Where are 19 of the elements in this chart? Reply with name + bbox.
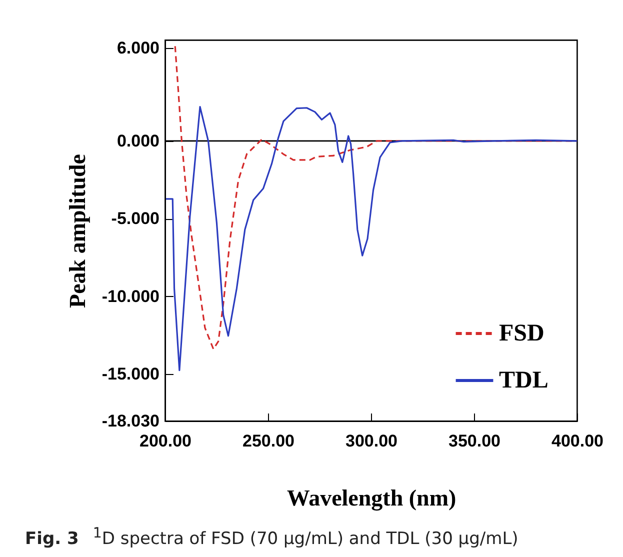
y-axis-title: Peak amplitude xyxy=(64,154,90,308)
x-axis-title: Wavelength (nm) xyxy=(286,486,456,512)
text: $^{1}$D spectra of FSD (70 μg/mL) and TDL (30 μg/mL) xyxy=(92,525,518,549)
y-tick-label: -15.000 xyxy=(102,364,160,384)
x-tick-label: 250.00 xyxy=(242,432,294,450)
legend-label: TDL xyxy=(499,368,548,394)
line-series xyxy=(165,106,578,372)
x-tick-label: 300.00 xyxy=(346,432,398,450)
y-tick-label: -18.030 xyxy=(102,412,160,430)
x-tick-label: 200.00 xyxy=(140,432,192,450)
y-tick-label: 6.000 xyxy=(116,38,160,58)
y-tick-label: -5.000 xyxy=(111,209,160,228)
y-tick-label: -10.000 xyxy=(102,286,160,306)
caption: Fig. 3 xyxy=(25,528,79,549)
line-series xyxy=(174,45,578,350)
legend-label: FSD xyxy=(499,320,544,346)
x-tick-label: 400.00 xyxy=(552,432,604,450)
y-tick-label: 0.000 xyxy=(116,131,160,150)
x-tick-label: 350.00 xyxy=(448,432,500,450)
